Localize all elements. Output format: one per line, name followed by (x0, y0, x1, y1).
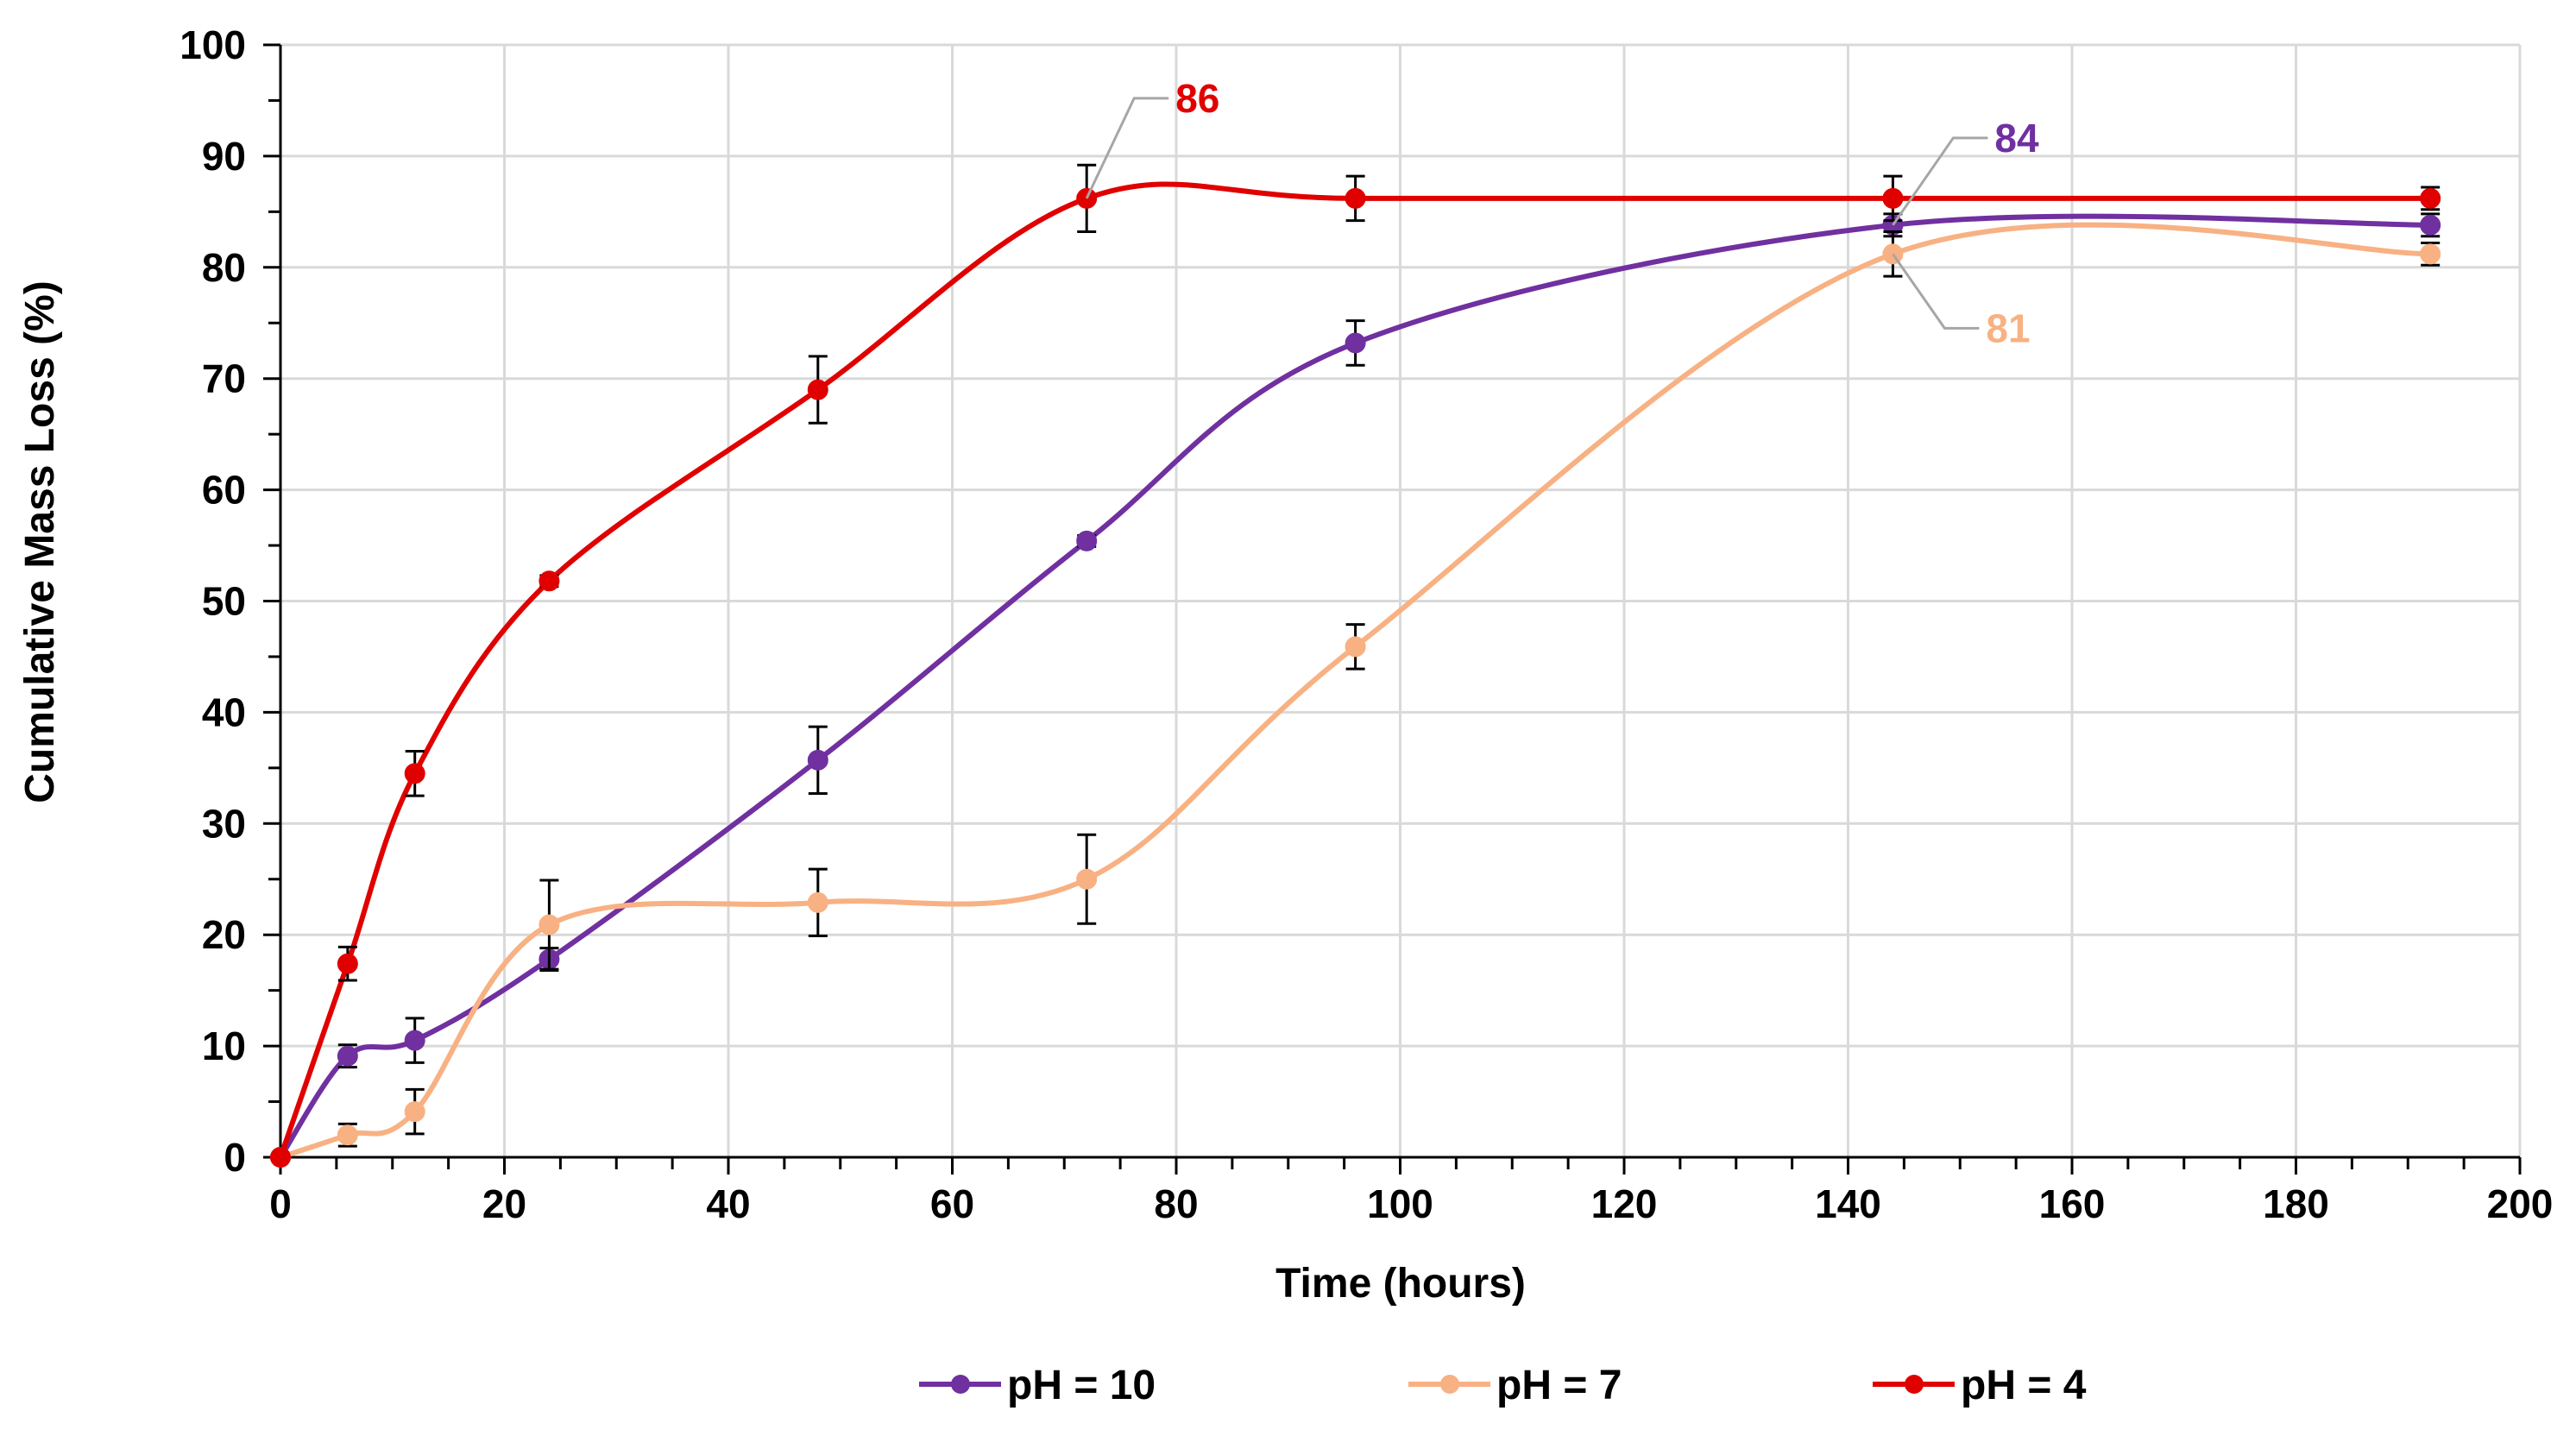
x-tick-label: 60 (930, 1181, 974, 1226)
data-point (270, 1147, 291, 1168)
axes: 0 20 40 60 80 100 120 140 160 180 200 0 10 20 30 40 50 60… (180, 22, 2553, 1226)
data-point (404, 1101, 425, 1123)
data-label-81: 81 (1986, 305, 2030, 350)
x-tick-label: 160 (2039, 1181, 2106, 1226)
series-line (278, 181, 2431, 1158)
legend-label: pH = 4 (1961, 1363, 2087, 1408)
gridlines (280, 43, 2522, 1157)
data-point (807, 891, 828, 913)
y-tick-label: 30 (202, 801, 246, 846)
legend-swatch-marker (1440, 1375, 1459, 1394)
x-tick-label: 40 (706, 1181, 750, 1226)
data-point (539, 914, 560, 935)
y-tick-label: 60 (202, 468, 246, 513)
series-ph-4 (270, 163, 2441, 1168)
data-point (2420, 187, 2441, 209)
x-tick-label: 80 (1154, 1181, 1198, 1226)
data-point (2420, 243, 2441, 265)
legend-item: pH = 10 (919, 1363, 1156, 1408)
data-point (1345, 187, 1366, 209)
y-tick-label: 90 (202, 134, 246, 179)
x-tick-label: 120 (1591, 1181, 1658, 1226)
x-tick-label: 0 (269, 1181, 292, 1226)
annotations: 86 84 81 (1085, 76, 2039, 350)
data-point (1076, 868, 1098, 890)
legend-label: pH = 7 (1496, 1363, 1622, 1408)
series-ph-10 (270, 212, 2441, 1168)
legend-swatch-marker (1905, 1375, 1924, 1394)
legend-item: pH = 7 (1408, 1363, 1622, 1408)
series-group (270, 163, 2441, 1168)
data-point (337, 1124, 358, 1146)
data-point (1345, 332, 1366, 354)
data-point (807, 379, 828, 400)
data-point (539, 570, 560, 592)
x-tick-label: 180 (2263, 1181, 2329, 1226)
y-tick-label: 70 (202, 356, 246, 401)
x-tick-label: 20 (482, 1181, 526, 1226)
y-tick-label: 0 (224, 1135, 246, 1180)
x-tick-label: 140 (1815, 1181, 1881, 1226)
x-tick-label: 200 (2487, 1181, 2554, 1226)
data-point (404, 1030, 425, 1051)
y-tick-label: 100 (180, 22, 246, 67)
data-point (337, 1045, 358, 1067)
legend-label: pH = 10 (1007, 1363, 1156, 1408)
data-label-86: 86 (1175, 76, 1219, 121)
data-label-84: 84 (1994, 116, 2039, 161)
y-tick-label: 10 (202, 1023, 246, 1068)
y-tick-label: 20 (202, 912, 246, 957)
annotation-leader-line (1892, 136, 1988, 226)
data-point (2420, 214, 2441, 236)
legend-swatch-marker (951, 1375, 970, 1394)
y-tick-label: 80 (202, 245, 246, 290)
y-tick-label: 40 (202, 690, 246, 734)
data-point (807, 749, 828, 771)
data-point (1345, 636, 1366, 658)
data-point (337, 953, 358, 974)
legend: pH = 10 pH = 7 pH = 4 (919, 1363, 2087, 1408)
legend-item: pH = 4 (1873, 1363, 2087, 1408)
data-point (1882, 187, 1904, 209)
annotation-leader-line (1085, 97, 1169, 199)
x-tick-label: 100 (1367, 1181, 1433, 1226)
y-tick-label: 50 (202, 579, 246, 624)
x-axis-title: Time (hours) (1275, 1261, 1526, 1307)
annotation-leader-line (1892, 253, 1980, 330)
y-axis-title: Cumulative Mass Loss (%) (17, 280, 63, 803)
data-point (404, 763, 425, 784)
data-point (1076, 530, 1098, 551)
